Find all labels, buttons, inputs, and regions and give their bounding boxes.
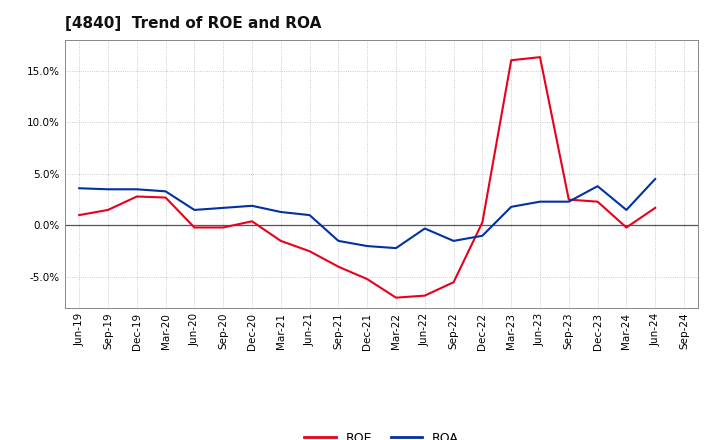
ROA xyxy=(132,187,141,192)
ROA xyxy=(392,246,400,251)
ROE xyxy=(536,55,544,60)
ROA xyxy=(334,238,343,244)
ROA xyxy=(161,189,170,194)
ROE xyxy=(219,225,228,230)
Line: ROE: ROE xyxy=(79,57,655,298)
ROA xyxy=(248,203,256,209)
ROE xyxy=(334,264,343,269)
ROA xyxy=(478,233,487,238)
ROE xyxy=(363,276,372,282)
ROE xyxy=(507,58,516,63)
ROE xyxy=(104,207,112,213)
ROE xyxy=(132,194,141,199)
ROA xyxy=(536,199,544,204)
ROE xyxy=(276,238,285,244)
ROE xyxy=(75,213,84,218)
Legend: ROE, ROA: ROE, ROA xyxy=(300,427,464,440)
ROE xyxy=(478,220,487,225)
ROE xyxy=(248,219,256,224)
ROA xyxy=(75,186,84,191)
ROA xyxy=(104,187,112,192)
ROE xyxy=(161,195,170,200)
ROE xyxy=(392,295,400,301)
ROA xyxy=(622,207,631,213)
ROA xyxy=(564,199,573,204)
ROA xyxy=(219,205,228,210)
ROA xyxy=(651,176,660,182)
ROE xyxy=(190,225,199,230)
ROE xyxy=(305,249,314,254)
ROA xyxy=(276,209,285,215)
ROE xyxy=(622,225,631,230)
ROA xyxy=(507,204,516,209)
Line: ROA: ROA xyxy=(79,179,655,248)
ROE xyxy=(593,199,602,204)
ROE xyxy=(449,279,458,285)
ROA xyxy=(449,238,458,244)
ROA xyxy=(363,243,372,249)
ROA xyxy=(420,226,429,231)
ROA xyxy=(190,207,199,213)
ROE xyxy=(420,293,429,298)
ROE xyxy=(651,205,660,210)
Text: [4840]  Trend of ROE and ROA: [4840] Trend of ROE and ROA xyxy=(65,16,321,32)
ROA xyxy=(593,183,602,189)
ROE xyxy=(564,197,573,202)
ROA xyxy=(305,213,314,218)
